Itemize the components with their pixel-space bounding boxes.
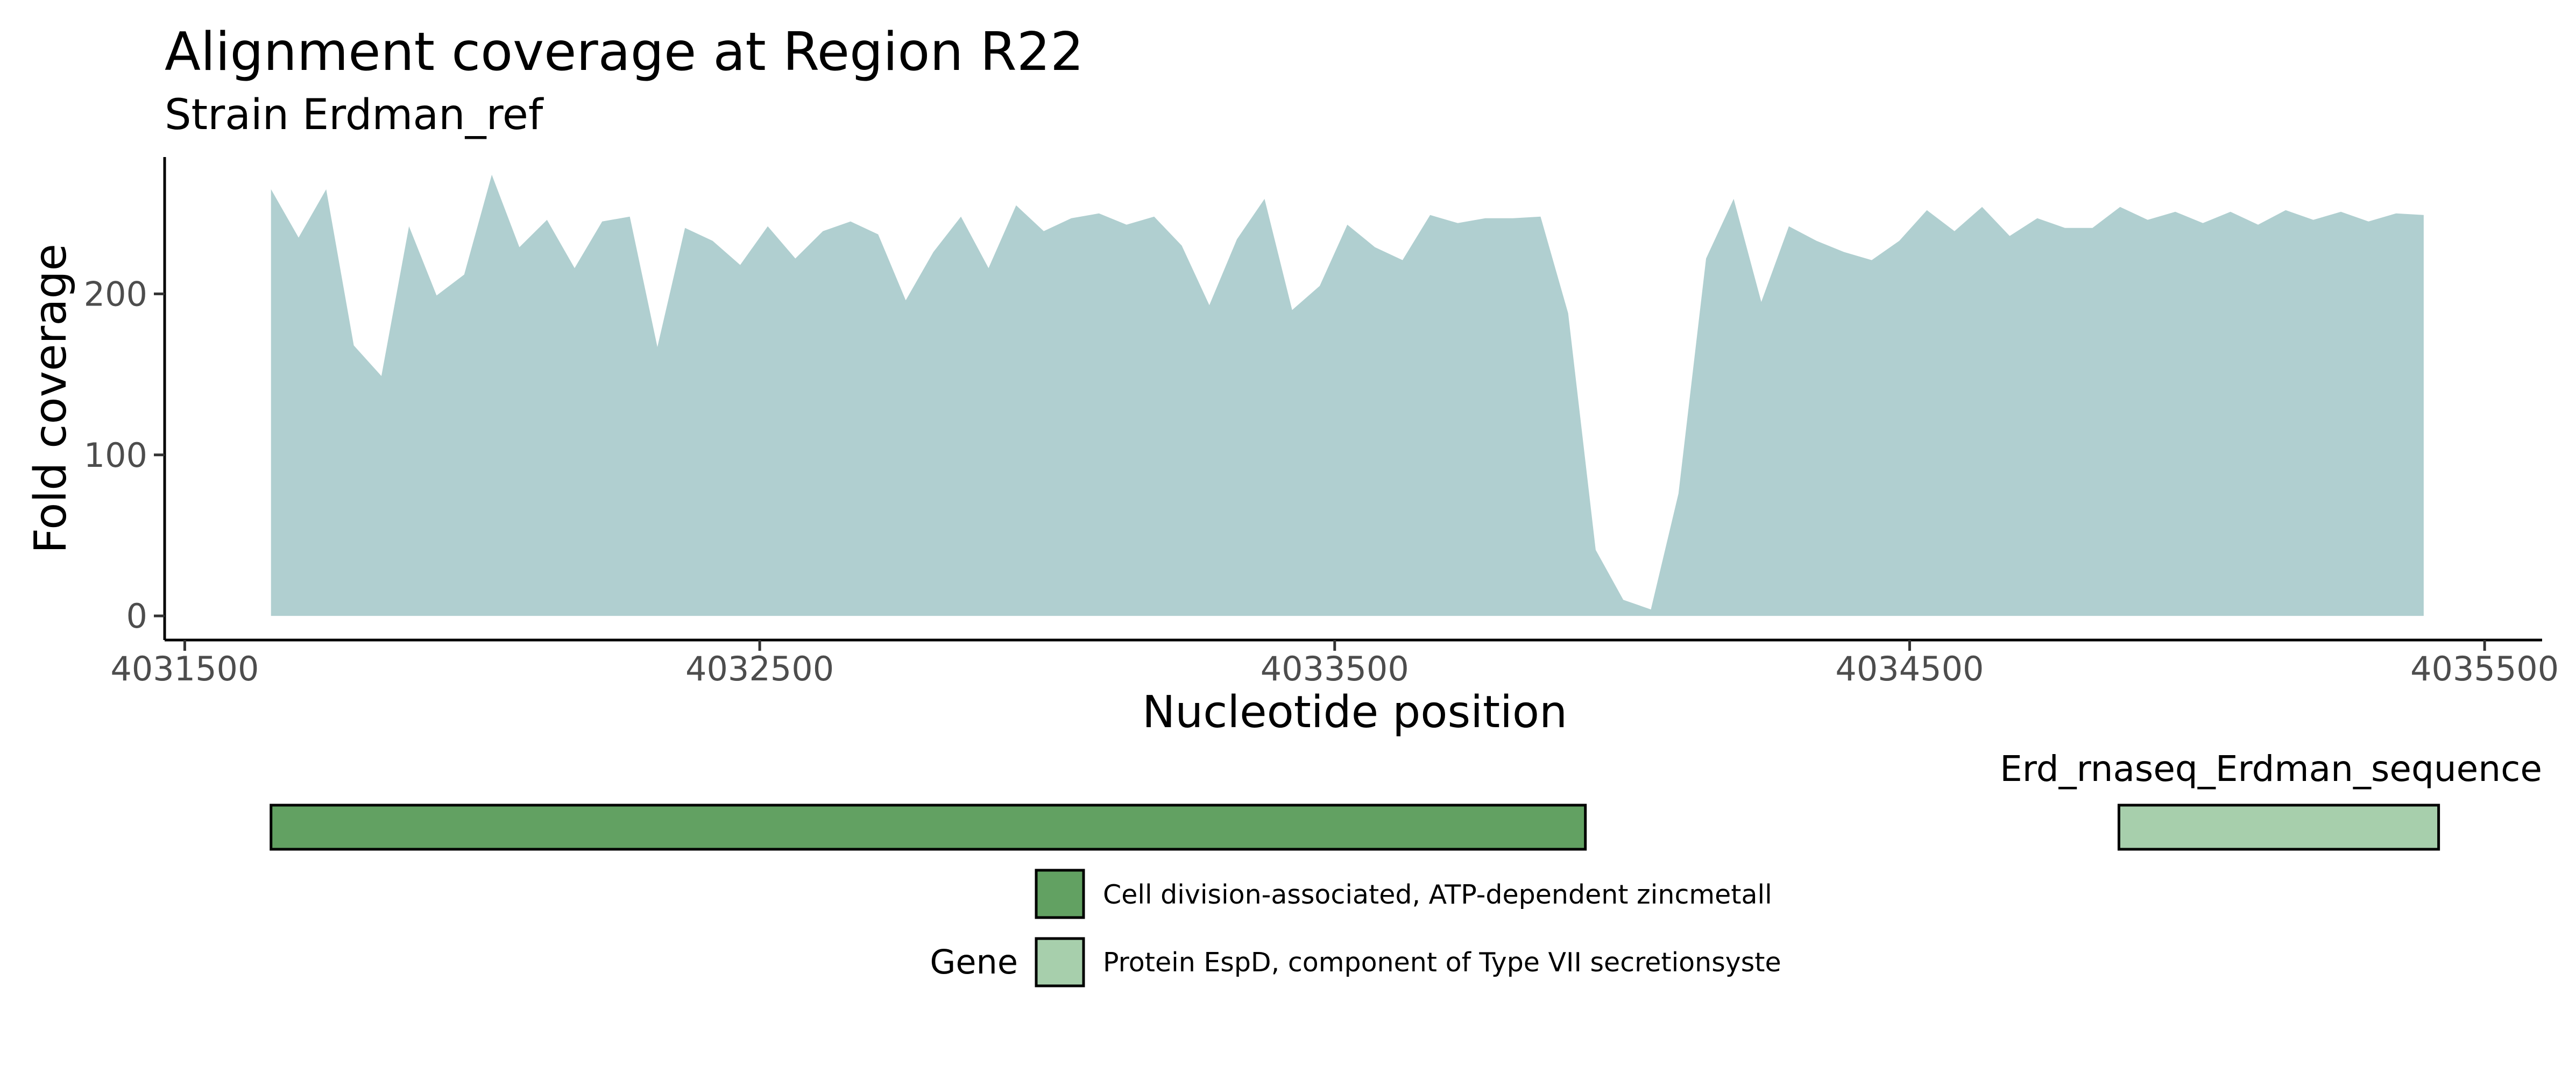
gene-bar-1 [270, 804, 1587, 851]
y-tick-label: 100 [84, 436, 147, 475]
legend: Gene Cell division-associated, ATP-depen… [930, 869, 1781, 987]
x-axis-title: Nucleotide position [1142, 687, 1567, 738]
legend-label-espd: Protein EspD, component of Type VII secr… [1103, 947, 1781, 978]
gene-track-label: Erd_rnaseq_Erdman_sequence [2000, 748, 2542, 790]
y-axis-ticks: 0 100 200 [84, 274, 165, 636]
legend-label-cell-division: Cell division-associated, ATP-dependent … [1103, 879, 1772, 910]
gene-track [270, 804, 2440, 851]
x-tick-label: 4032500 [685, 649, 834, 688]
coverage-area [271, 174, 2424, 616]
legend-swatch-espd [1035, 937, 1085, 987]
chart-title: Alignment coverage at Region R22 [165, 22, 1084, 83]
legend-title: Gene [930, 942, 1018, 982]
gene-bar-2 [2117, 804, 2440, 851]
plot-area [271, 174, 2424, 616]
x-axis-ticks: 4031500 4032500 4033500 4034500 4035500 [110, 640, 2559, 688]
y-tick-label: 0 [126, 596, 147, 636]
chart-subtitle: Strain Erdman_ref [165, 91, 544, 139]
y-axis-title: Fold coverage [25, 244, 76, 553]
y-tick-label: 200 [84, 274, 147, 314]
x-tick-label: 4034500 [1835, 649, 1984, 688]
x-tick-label: 4031500 [110, 649, 259, 688]
legend-swatch-cell-division [1035, 869, 1085, 919]
x-tick-label: 4033500 [1261, 649, 1409, 688]
x-tick-label: 4035500 [2410, 649, 2559, 688]
